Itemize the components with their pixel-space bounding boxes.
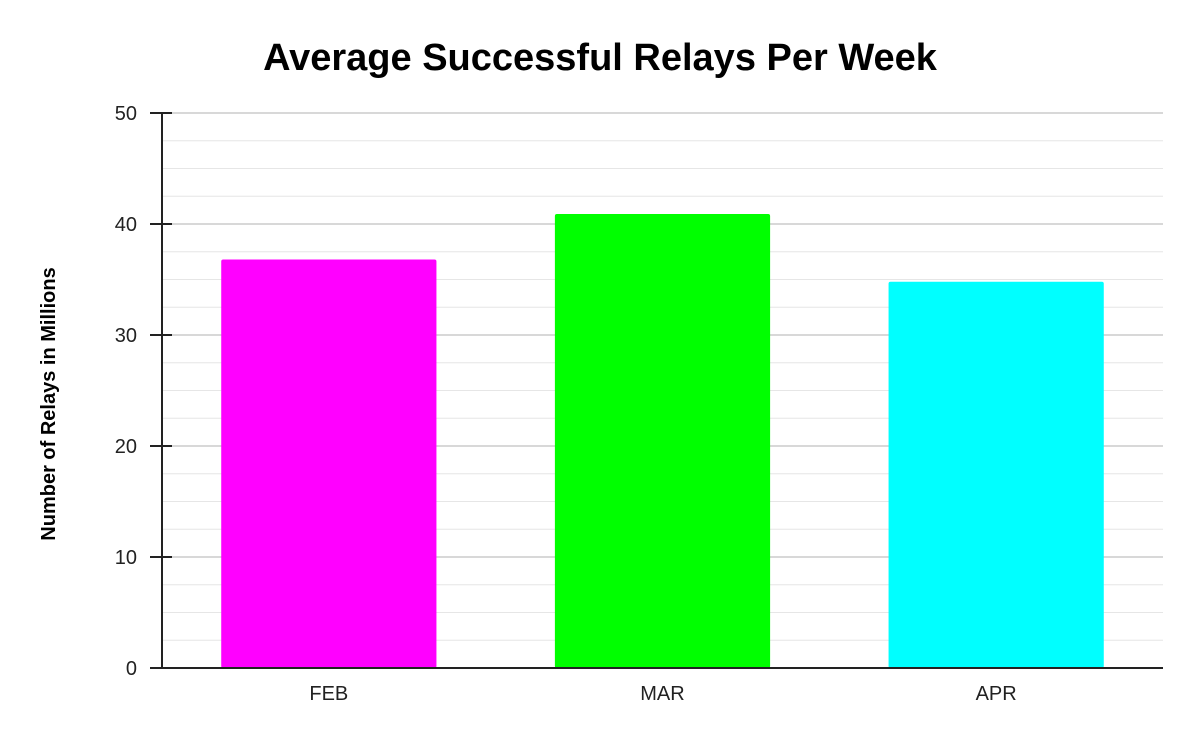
chart-title: Average Successful Relays Per Week (263, 37, 938, 79)
bar-apr (888, 281, 1104, 668)
y-tick-label: 40 (115, 214, 137, 236)
x-tick-label-apr: APR (976, 683, 1017, 705)
x-tick-label-feb: FEB (309, 683, 348, 705)
y-tick-label: 10 (115, 547, 137, 569)
axes (150, 112, 1163, 669)
y-tick-label: 0 (126, 658, 137, 680)
x-tick-label-mar: MAR (640, 683, 684, 705)
y-tick-label: 30 (115, 325, 137, 347)
y-axis-label: Number of Relays in Millions (38, 267, 60, 540)
y-tick-label: 20 (115, 436, 137, 458)
y-tick-label: 50 (115, 103, 137, 125)
x-category-labels: FEB MAR APR (309, 683, 1016, 705)
bars (221, 214, 1104, 668)
y-tick-labels: 0 10 20 30 40 50 (115, 103, 137, 680)
bar-feb (221, 259, 437, 668)
bar-mar (554, 214, 771, 668)
